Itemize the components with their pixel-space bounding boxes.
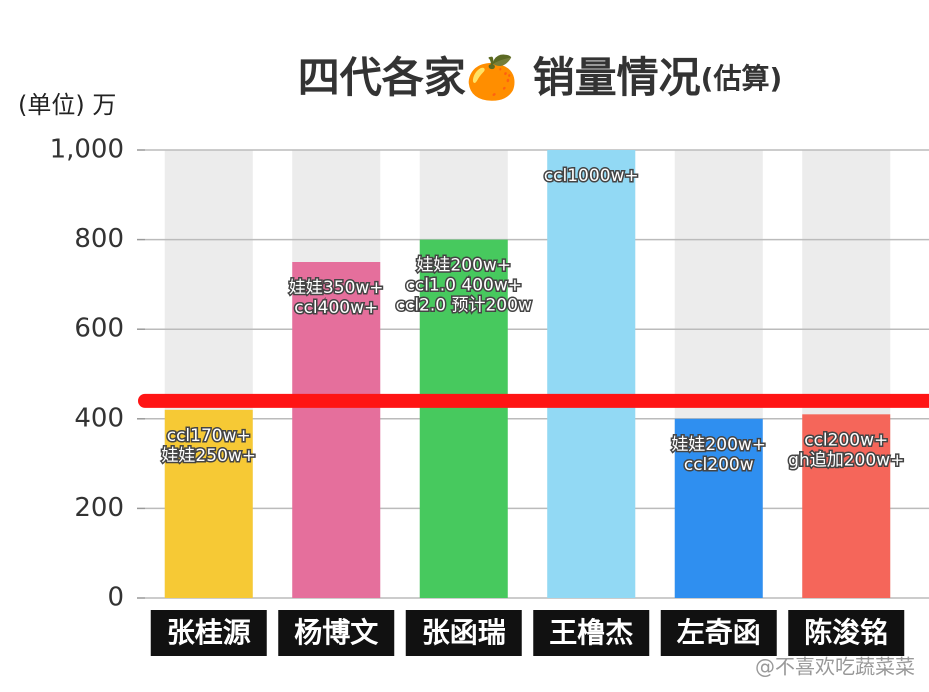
category-label-box [405,610,522,656]
category-label-box [788,610,905,656]
watermark: @不喜欢吃蔬菜菜 [755,655,915,679]
bar [292,262,381,598]
bar-note: gh追加200w+ [788,450,904,470]
y-unit: (单位) 万 [18,91,116,119]
y-tick-label: 600 [74,314,124,344]
category-label-box [278,610,395,656]
bar [802,414,891,598]
bar-note: ccl1000w+ [544,166,639,186]
bar-note: 娃娃200w+ [416,256,511,276]
bar-note: 娃娃250w+ [161,446,256,466]
x-tick-label: 张函瑞 [422,616,506,649]
chart-title: 四代各家🍊 销量情况(估算) [298,53,783,102]
x-tick-label: 王橹杰 [549,616,633,649]
x-tick-label: 陈浚铭 [804,616,888,649]
y-tick-label: 1,000 [50,135,124,165]
category-label-box [660,610,777,656]
y-tick-label: 800 [74,224,124,254]
x-tick-label: 张桂源 [167,616,251,649]
bar [547,150,636,598]
bar-note: ccl200w+ [804,430,888,450]
bar-note: ccl200w [684,455,754,475]
bar [164,409,253,598]
y-tick-label: 400 [74,403,124,433]
x-tick-label: 杨博文 [294,616,378,649]
category-label-box [150,610,267,656]
bar-note: ccl1.0 400w+ [406,276,522,296]
subtitle: (估算) [701,62,783,95]
title: 四代各家🍊 销量情况 [298,53,701,102]
category-label-box [533,610,650,656]
bar [674,418,763,598]
x-tick-label: 左奇函 [677,616,761,649]
bar-note: 娃娃350w+ [289,278,384,298]
bar-note: 娃娃200w+ [671,435,766,455]
bar-note: ccl2.0 预计200w [396,296,532,316]
y-tick-label: 200 [74,493,124,523]
bar [419,239,508,598]
y-tick-label: 0 [107,583,124,613]
bar-note: ccl400w+ [294,298,378,318]
bar-note: ccl170w+ [167,426,251,446]
